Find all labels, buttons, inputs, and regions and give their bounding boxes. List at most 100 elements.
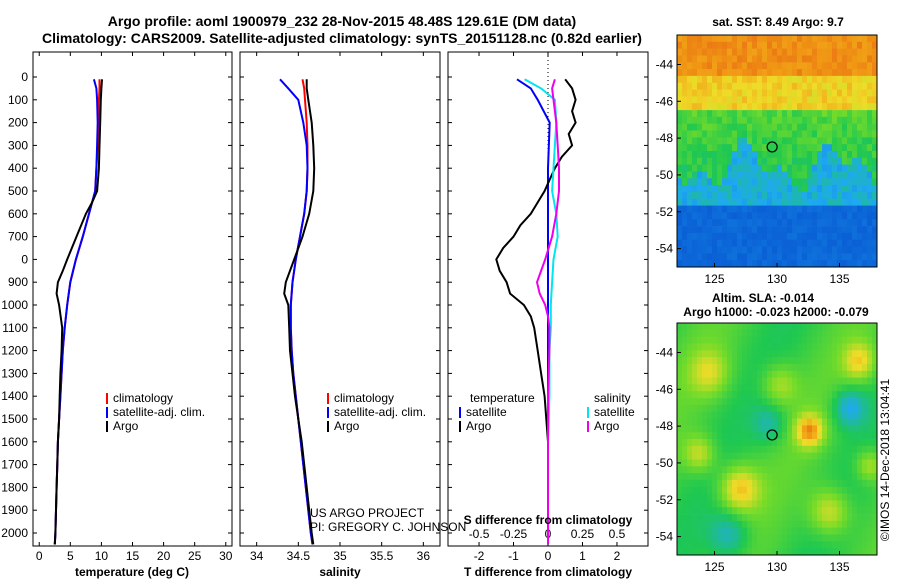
sst-cell [757, 130, 763, 138]
sst-cell [722, 62, 728, 70]
sst-cell [727, 171, 733, 179]
sst-cell [862, 110, 868, 118]
sla-cell [697, 432, 703, 440]
temp-xtick-label: 0 [36, 549, 43, 563]
sla-cell [832, 452, 838, 460]
sst-cell [832, 205, 838, 213]
sla-cell [867, 432, 873, 440]
sst-cell [717, 157, 723, 165]
sla-cell [742, 323, 748, 331]
sst-map: 125 130 135-44-46-48-50-52-54 [656, 34, 878, 286]
sst-cell [727, 130, 733, 138]
sla-cell [757, 377, 763, 385]
sla-cell [727, 514, 733, 522]
sst-cell [772, 164, 778, 172]
sst-cell [687, 260, 693, 268]
sst-cell [697, 116, 703, 125]
sst-cell [752, 185, 758, 193]
sla-cell [827, 404, 833, 413]
sla-cell [677, 404, 683, 413]
sla-cell [692, 514, 698, 522]
sst-cell [727, 137, 733, 145]
sla-cell [692, 439, 698, 447]
sla-cell [702, 445, 708, 453]
sst-cell [732, 62, 738, 70]
sla-cell [862, 541, 868, 549]
diff-t-xlabel: T difference from climatology [464, 565, 632, 579]
sst-cell [697, 226, 703, 234]
sst-cell [742, 89, 748, 97]
sla-cell [752, 486, 758, 494]
sla-cell [702, 473, 708, 481]
sla-cell [712, 520, 718, 529]
sst-cell [812, 35, 818, 43]
sla-cell [782, 500, 788, 508]
sla-cell [862, 418, 868, 426]
sla-cell [692, 357, 698, 365]
sst-cell [797, 239, 803, 247]
sla-cell [737, 534, 743, 542]
sst-cell [817, 171, 823, 179]
sst-cell [767, 239, 773, 247]
sla-cell [862, 398, 868, 406]
sst-cell [762, 178, 768, 186]
sst-cell [867, 205, 873, 213]
sla-cell [872, 534, 878, 542]
sla-cell [847, 370, 853, 378]
sla-cell [842, 357, 848, 365]
sst-cell [777, 151, 783, 159]
sla-cell [867, 357, 873, 365]
sst-cell [812, 130, 818, 138]
sst-cell [722, 144, 728, 152]
sst-cell [807, 62, 813, 70]
sla-cell [732, 432, 738, 440]
sla-cell [812, 527, 818, 535]
sst-cell [707, 260, 713, 268]
sst-cell [737, 171, 743, 179]
sla-cell [812, 432, 818, 440]
sst-cell [752, 212, 758, 220]
sla-cell [707, 357, 713, 365]
sla-cell [782, 357, 788, 365]
sst-cell [712, 226, 718, 234]
sla-cell [862, 357, 868, 365]
sla-cell [802, 500, 808, 508]
sla-cell [722, 534, 728, 542]
sla-cell [732, 336, 738, 344]
sla-cell [862, 411, 868, 419]
sla-cell [722, 514, 728, 522]
sst-cell [817, 123, 823, 131]
sst-cell [712, 110, 718, 118]
sst-cell [677, 62, 683, 70]
sla-cell [812, 479, 818, 488]
sla-cell [842, 520, 848, 529]
sst-cell [692, 137, 698, 145]
sla-cell [837, 425, 843, 433]
sla-cell [697, 391, 703, 399]
sla-cell [822, 520, 828, 529]
sst-cell [757, 171, 763, 179]
sst-cell [732, 253, 738, 261]
sla-cell [862, 404, 868, 413]
sla-cell [757, 479, 763, 488]
sla-cell [787, 343, 793, 351]
sst-cell [722, 239, 728, 247]
sla-cell [822, 357, 828, 365]
sst-cell [747, 103, 753, 111]
sst-cell [742, 232, 748, 241]
sla-cell [772, 486, 778, 494]
sst-cell [797, 232, 803, 241]
sst-cell [687, 62, 693, 70]
sst-cell [862, 48, 868, 56]
sst-cell [837, 164, 843, 172]
sst-cell [832, 260, 838, 268]
sst-cell [732, 185, 738, 193]
sla-cell [737, 363, 743, 372]
sla-cell [872, 541, 878, 549]
sla-cell [677, 432, 683, 440]
sst-cell [742, 116, 748, 125]
sla-cell [702, 357, 708, 365]
sst-cell [722, 185, 728, 193]
sla-cell [812, 418, 818, 426]
sla-cell [762, 418, 768, 426]
